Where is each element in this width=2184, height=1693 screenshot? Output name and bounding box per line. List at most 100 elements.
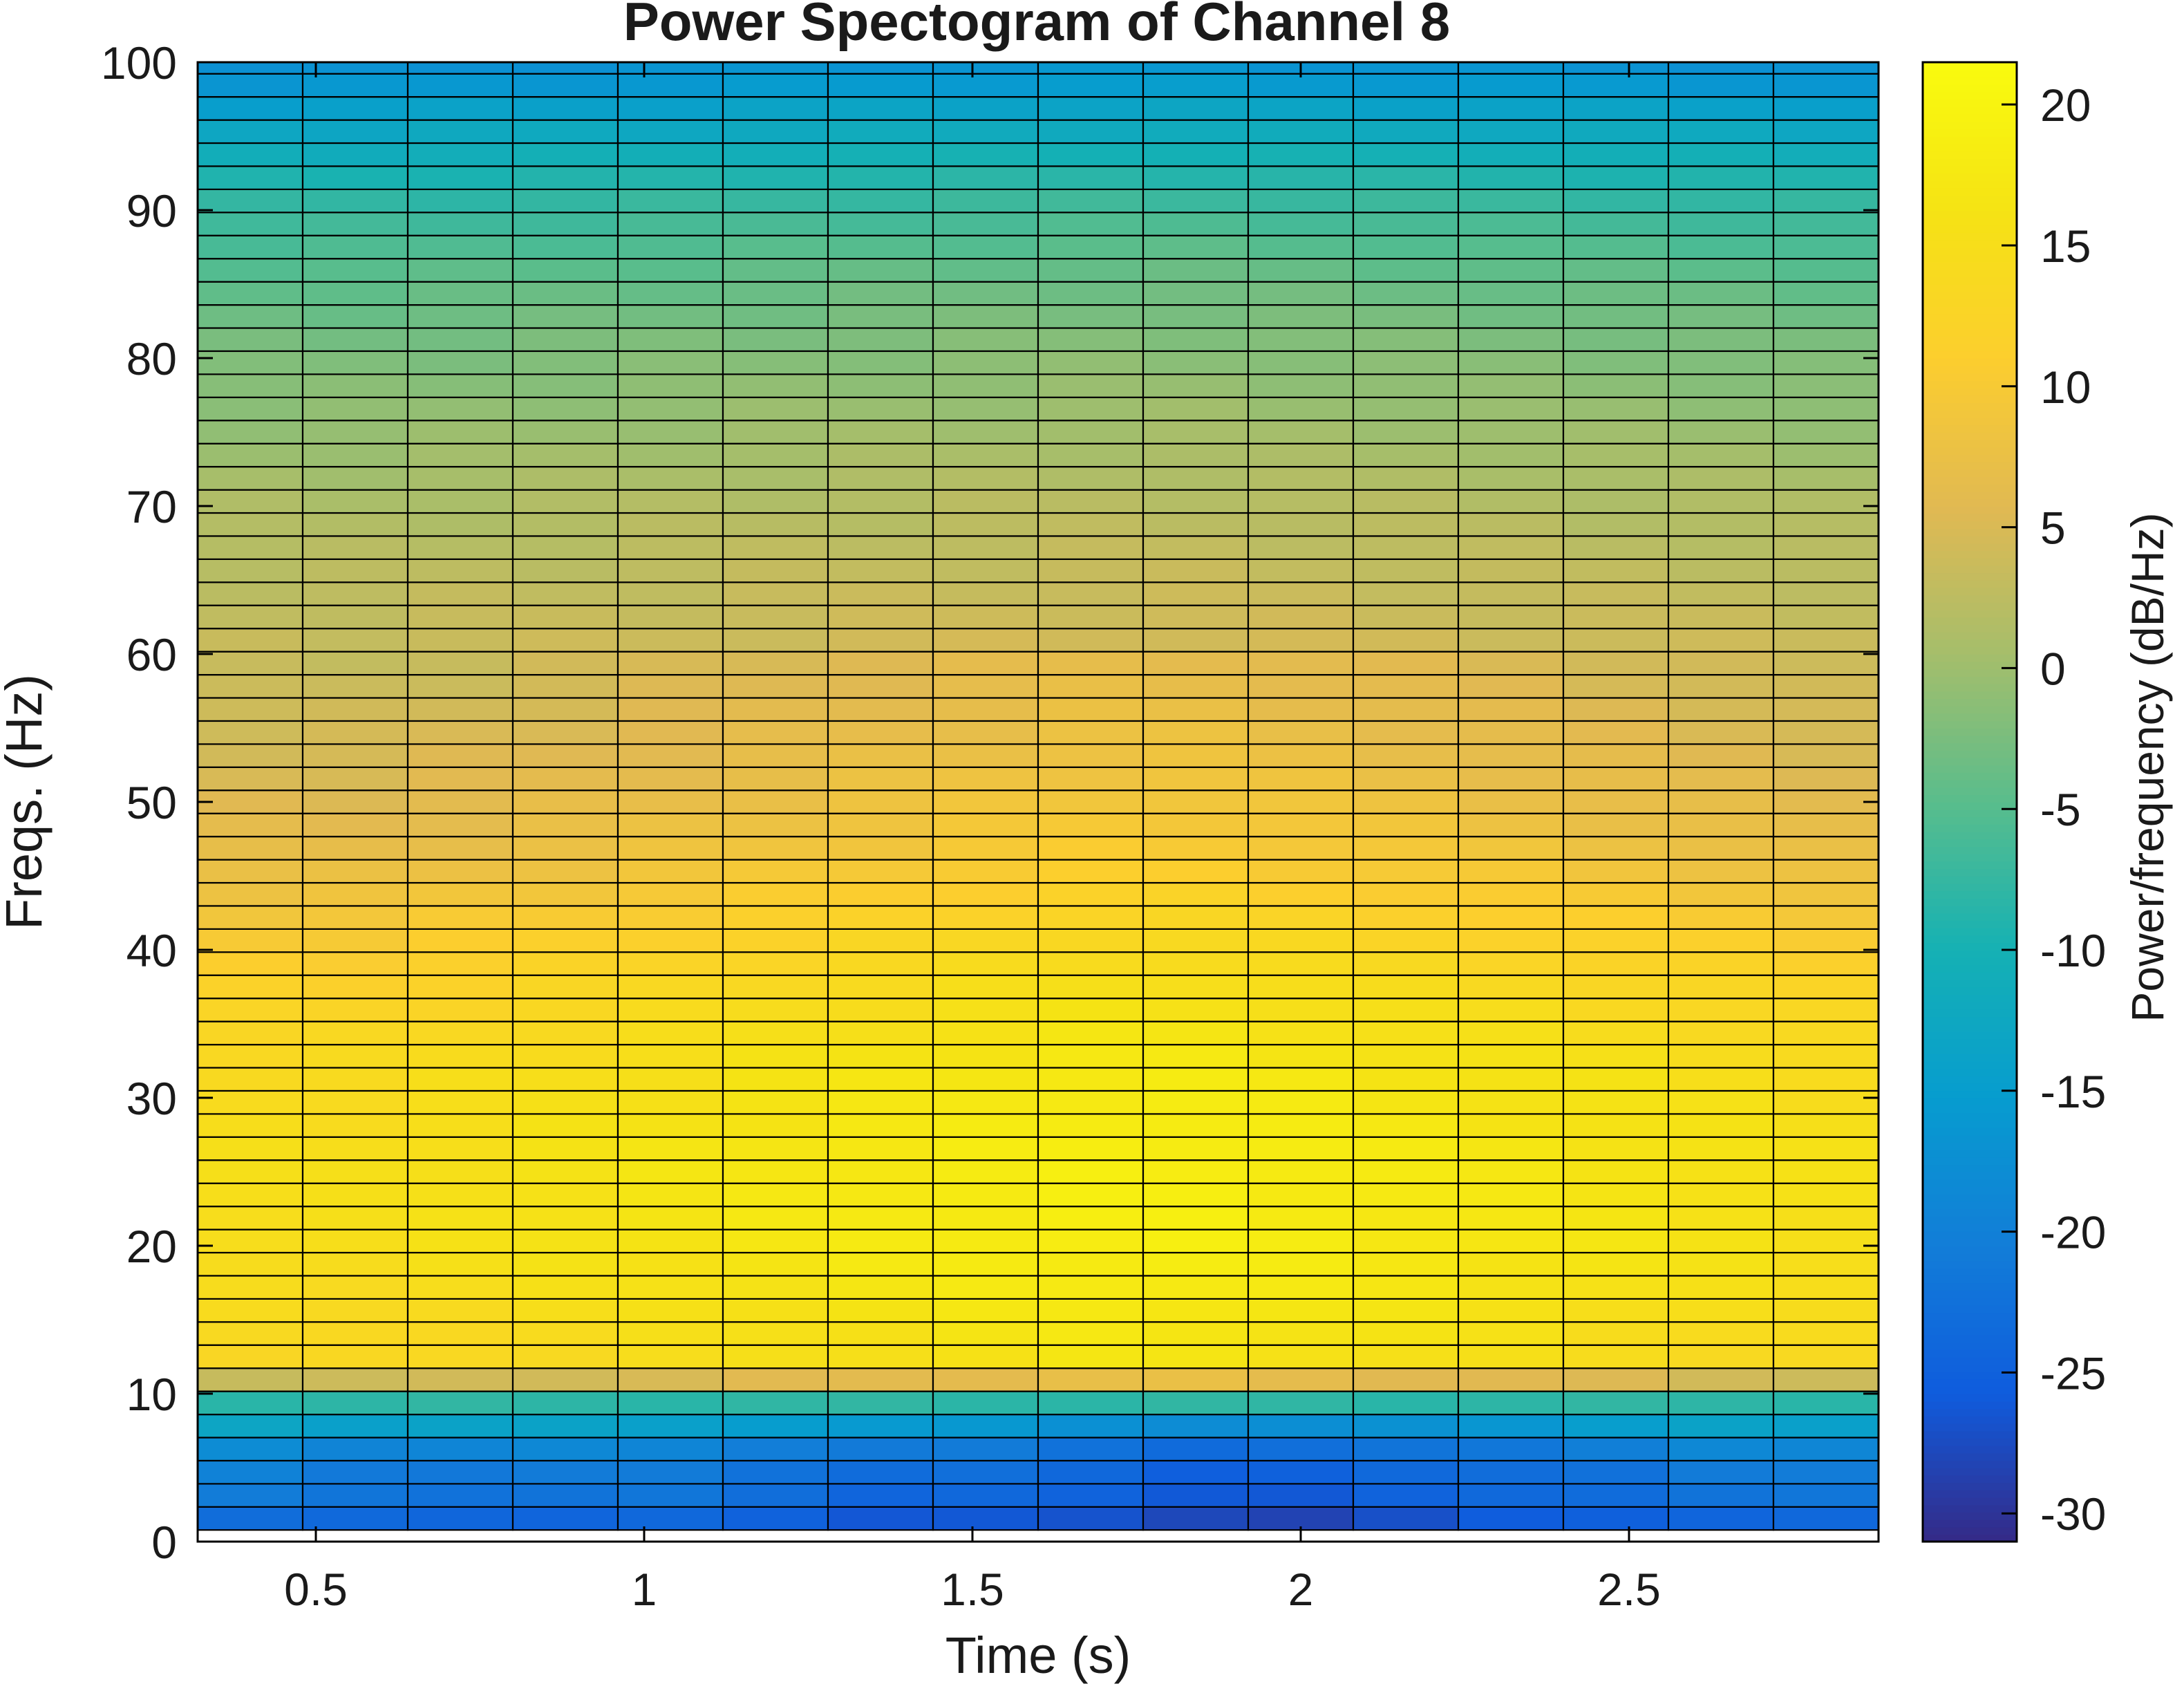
heatmap-cell <box>406 1089 514 1115</box>
colorbar-strip <box>1923 1349 2017 1358</box>
colorbar-strip <box>1923 180 2017 189</box>
heatmap-cell <box>722 859 829 884</box>
heatmap-cell <box>511 61 619 75</box>
heatmap-cell <box>1142 258 1250 283</box>
heatmap-cell <box>1772 1459 1880 1485</box>
heatmap-cell <box>406 119 514 144</box>
heatmap-cell <box>1352 836 1460 861</box>
colorbar-strip <box>1923 1394 2017 1402</box>
heatmap-cell <box>827 789 934 814</box>
heatmap-cell <box>722 604 829 630</box>
y-axis-label: Freqs. (Hz) <box>0 674 53 930</box>
colorbar-frame <box>1921 61 2018 1543</box>
heatmap-cell <box>301 489 409 514</box>
heatmap-cell <box>1457 1182 1565 1208</box>
heatmap-cell <box>1457 1437 1565 1462</box>
heatmap-cell <box>1352 258 1460 283</box>
heatmap-cell <box>406 96 514 121</box>
heatmap-cell <box>1562 881 1670 907</box>
heatmap-cell <box>1667 1390 1775 1416</box>
colorbar-strip <box>1923 631 2017 640</box>
colorbar-strip <box>1923 195 2017 204</box>
heatmap-cell <box>932 1459 1039 1485</box>
heatmap-cell <box>1562 61 1670 75</box>
colorbar-strip <box>1923 447 2017 455</box>
y-tick-label: 20 <box>126 1221 177 1272</box>
heatmap-cell <box>827 1413 934 1439</box>
heatmap-cell <box>1352 928 1460 953</box>
heatmap-cell <box>932 327 1039 353</box>
heatmap-cell <box>406 1413 514 1439</box>
heatmap-cell <box>1352 1251 1460 1277</box>
heatmap-cell <box>1772 1483 1880 1508</box>
heatmap-cell <box>1667 258 1775 283</box>
y-axis-ticks: 0 10 20 30 40 50 60 70 80 90 100 <box>101 37 1879 1568</box>
heatmap-cell <box>722 766 829 792</box>
heatmap-cell <box>301 61 409 75</box>
heatmap-cell <box>1772 651 1880 676</box>
heatmap-cell <box>616 905 724 930</box>
colorbar-strip <box>1923 772 2017 780</box>
heatmap-cell <box>1142 396 1250 422</box>
heatmap-cell <box>196 859 304 884</box>
heatmap-cell <box>1562 1321 1670 1346</box>
heatmap-cell <box>1142 1228 1250 1254</box>
heatmap-cell <box>1037 442 1145 468</box>
heatmap-cell <box>1772 859 1880 884</box>
heatmap-cell <box>1037 836 1145 861</box>
heatmap-cell <box>616 1275 724 1300</box>
heatmap-cell <box>1457 1506 1565 1531</box>
heatmap-cell <box>932 373 1039 398</box>
heatmap-cell <box>616 1437 724 1462</box>
colorbar-strip <box>1923 787 2017 796</box>
colorbar-strip <box>1923 1526 2017 1535</box>
heatmap-cell <box>1352 1043 1460 1069</box>
colorbar-strip <box>1923 942 2017 951</box>
heatmap-cell <box>511 928 619 953</box>
colorbar-strip <box>1923 986 2017 995</box>
colorbar-strip <box>1923 1246 2017 1254</box>
heatmap-cell <box>1247 1089 1355 1115</box>
colorbar-strip <box>1923 609 2017 618</box>
heatmap-cell <box>511 974 619 1000</box>
colorbar-strip <box>1923 335 2017 344</box>
heatmap-cell <box>932 1506 1039 1531</box>
colorbar-strip <box>1923 506 2017 514</box>
heatmap-cell <box>1247 96 1355 121</box>
heatmap-cell <box>1352 628 1460 653</box>
heatmap-cell <box>406 73 514 98</box>
heatmap-cell <box>1037 73 1145 98</box>
colorbar-strip <box>1923 646 2017 655</box>
heatmap-cell <box>932 1089 1039 1115</box>
heatmap-cell <box>1247 327 1355 353</box>
heatmap-cell <box>1457 1367 1565 1392</box>
heatmap-cell <box>301 558 409 583</box>
heatmap-cell <box>511 1067 619 1092</box>
heatmap-cell <box>1772 188 1880 214</box>
heatmap-cell <box>1562 1275 1670 1300</box>
colorbar-strip <box>1923 1512 2017 1520</box>
heatmap-cell <box>1667 512 1775 537</box>
heatmap-cell <box>1772 420 1880 445</box>
heatmap-cell <box>1142 1251 1250 1277</box>
heatmap-cell <box>1562 628 1670 653</box>
heatmap-cell <box>1457 789 1565 814</box>
heatmap-cell <box>616 535 724 561</box>
heatmap-cell <box>1772 165 1880 191</box>
heatmap-cell <box>932 998 1039 1022</box>
heatmap-cell <box>511 743 619 768</box>
heatmap-cell <box>196 651 304 676</box>
heatmap-cell <box>406 373 514 398</box>
heatmap-cell <box>1352 119 1460 144</box>
heatmap-cell <box>1562 327 1670 353</box>
heatmap-cell <box>1562 558 1670 583</box>
heatmap-cell <box>1562 1206 1670 1231</box>
colorbar-strip <box>1923 957 2017 966</box>
heatmap-cell <box>301 165 409 191</box>
colorbar-tick-label: 20 <box>2040 79 2091 131</box>
heatmap-cell <box>722 905 829 930</box>
heatmap-cell <box>1772 73 1880 98</box>
heatmap-cell <box>406 512 514 537</box>
heatmap-cell <box>1037 789 1145 814</box>
heatmap-cell <box>301 350 409 375</box>
